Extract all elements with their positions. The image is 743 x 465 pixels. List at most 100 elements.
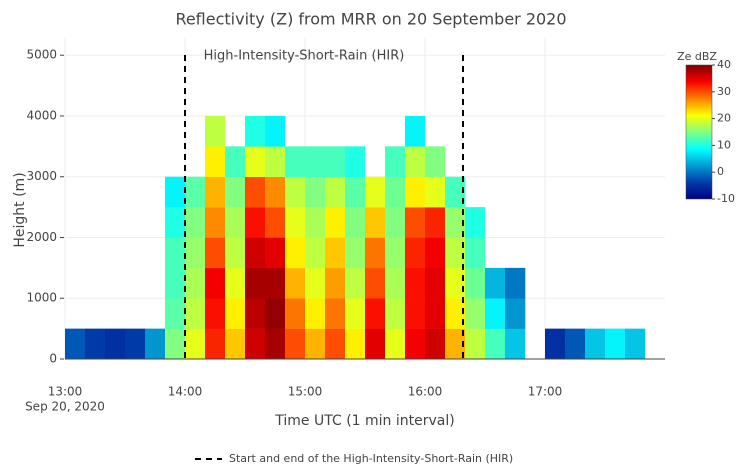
heatmap-cell: [625, 328, 646, 360]
heatmap-cell: [405, 207, 426, 238]
heatmap-cell: [145, 328, 166, 360]
heatmap-cell: [365, 267, 386, 299]
heatmap-cell: [285, 207, 306, 238]
heatmap-cell: [265, 298, 286, 329]
heatmap-cell: [425, 237, 446, 269]
heatmap-cell: [385, 298, 406, 329]
heatmap-cell: [425, 207, 446, 238]
y-tick-label: 0: [49, 352, 57, 366]
heatmap-cell: [165, 176, 186, 208]
heatmap-cell: [405, 328, 426, 360]
x-tick-label: 16:00: [408, 385, 443, 399]
heatmap-cell: [225, 207, 246, 238]
heatmap-cell: [325, 146, 346, 178]
heatmap-cell: [505, 298, 526, 329]
colorbar-tick-label: 0: [717, 165, 724, 178]
x-tick-label: 17:00: [528, 385, 563, 399]
heatmap-cell: [285, 237, 306, 269]
annotation: High-Intensity-Short-Rain (HIR): [204, 49, 405, 64]
heatmap-cell: [305, 207, 326, 238]
heatmap-cell: [245, 146, 266, 178]
heatmap-cell: [165, 237, 186, 269]
heatmap-cell: [185, 298, 206, 329]
heatmap-cell: [125, 328, 146, 360]
heatmap-cell: [345, 207, 366, 238]
x-tick-label: 15:00: [288, 385, 323, 399]
heatmap-cell: [165, 267, 186, 299]
heatmap-cell: [225, 146, 246, 178]
y-tick-label: 3000: [26, 169, 57, 183]
heatmap-cell: [185, 328, 206, 360]
heatmap-cell: [385, 237, 406, 269]
heatmap-cell: [245, 207, 266, 238]
heatmap-cell: [165, 298, 186, 329]
heatmap-cell: [405, 298, 426, 329]
heatmap-cell: [205, 115, 226, 147]
heatmap-cell: [225, 328, 246, 360]
heatmap-cell: [205, 146, 226, 178]
heatmap-cell: [365, 328, 386, 360]
colorbar-tick-label: -10: [717, 192, 735, 205]
heatmap-cell: [365, 176, 386, 208]
heatmap-cell: [285, 328, 306, 360]
heatmap-cell: [85, 328, 106, 360]
heatmap-cell: [325, 267, 346, 299]
heatmap-cell: [205, 298, 226, 329]
heatmap-cell: [425, 328, 446, 360]
heatmap-cell: [265, 176, 286, 208]
heatmap-cell: [445, 298, 466, 329]
heatmap-cell: [325, 176, 346, 208]
x-tick-label: 13:00: [48, 385, 83, 399]
heatmap-cell: [305, 298, 326, 329]
heatmap-cell: [405, 267, 426, 299]
heatmap-cell: [505, 328, 526, 360]
x-date-label: Sep 20, 2020: [25, 400, 105, 414]
heatmap-cell: [105, 328, 126, 360]
colorbar: [685, 64, 713, 200]
heatmap-cell: [585, 328, 606, 360]
heatmap-cell: [365, 298, 386, 329]
heatmap-cell: [305, 237, 326, 269]
heatmap-cell: [345, 146, 366, 178]
legend-label: Start and end of the High-Intensity-Shor…: [229, 452, 513, 465]
heatmap-cell: [285, 176, 306, 208]
colorbar-title: Ze dBZ: [677, 50, 717, 63]
heatmap-cell: [305, 267, 326, 299]
heatmap-cell: [345, 328, 366, 360]
heatmap-cell: [565, 328, 586, 360]
heatmap-cell: [385, 146, 406, 178]
y-tick-label: 4000: [26, 108, 57, 122]
heatmap-cell: [205, 267, 226, 299]
heatmap-cell: [185, 207, 206, 238]
heatmap-cell: [285, 267, 306, 299]
heatmap-cell: [365, 207, 386, 238]
heatmap-cell: [465, 207, 486, 238]
heatmap-cell: [445, 267, 466, 299]
heatmap-cell: [385, 176, 406, 208]
colorbar-tick-label: 10: [717, 138, 731, 151]
heatmap-cell: [425, 267, 446, 299]
heatmap-cell: [325, 237, 346, 269]
y-tick-label: 1000: [26, 291, 57, 305]
heatmap-cell: [245, 176, 266, 208]
heatmap-cell: [325, 328, 346, 360]
heatmap-cell: [425, 298, 446, 329]
heatmap-cell: [545, 328, 566, 360]
x-axis-title: Time UTC (1 min interval): [274, 413, 454, 429]
heatmap-cell: [225, 298, 246, 329]
heatmap-cell: [465, 298, 486, 329]
colorbar-tick-label: 30: [717, 85, 731, 98]
y-tick-label: 2000: [26, 230, 57, 244]
heatmap-cell: [445, 176, 466, 208]
heatmap-cell: [305, 176, 326, 208]
colorbar-tick-label: 40: [717, 58, 731, 71]
heatmap-cell: [405, 146, 426, 178]
heatmap-cell: [445, 207, 466, 238]
heatmap-cell: [465, 328, 486, 360]
heatmap-cell: [345, 298, 366, 329]
colorbar-tick-label: 20: [717, 112, 731, 125]
heatmap-cell: [245, 237, 266, 269]
heatmap-cell: [485, 298, 506, 329]
heatmap-cell: [425, 146, 446, 178]
